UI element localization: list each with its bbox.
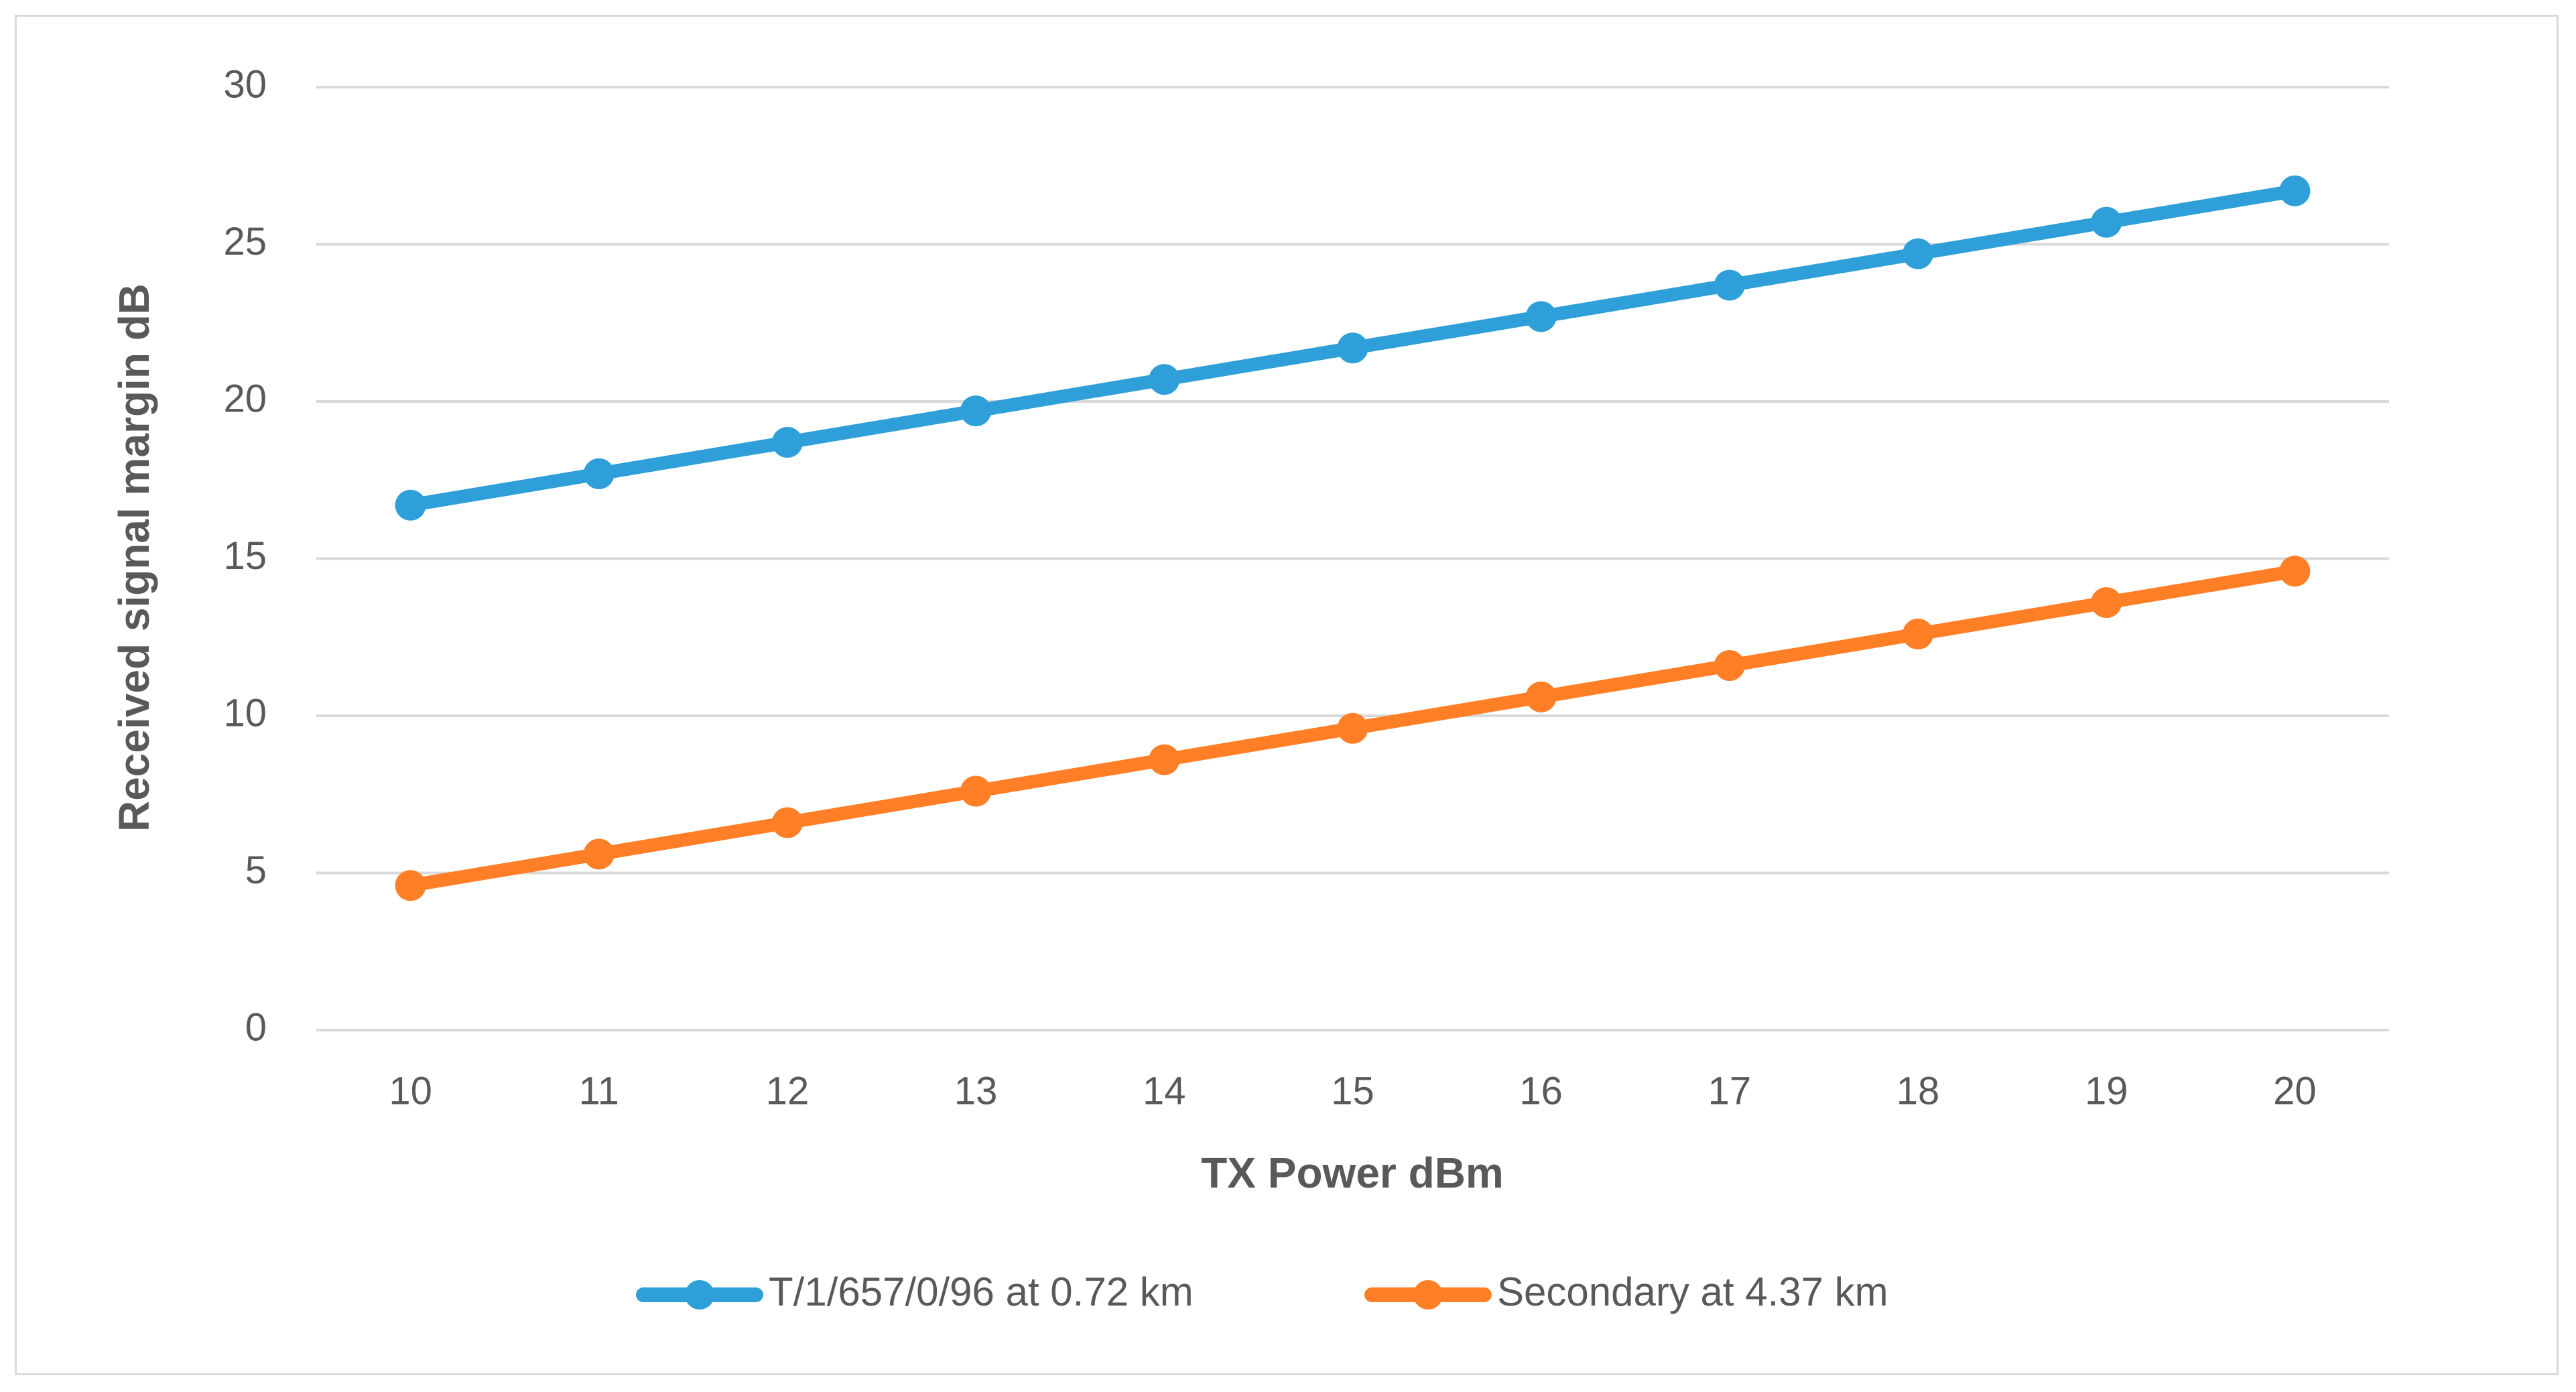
y-tick-label: 0 [245, 1005, 267, 1049]
legend-marker-series-1 [685, 1280, 714, 1310]
data-point [960, 775, 992, 807]
x-tick-label: 17 [1708, 1069, 1752, 1113]
y-axis-label: Received signal margin dB [110, 283, 158, 832]
series-1 [395, 175, 2311, 521]
data-point [1337, 332, 1368, 364]
data-point [2279, 175, 2311, 206]
y-tick-label: 5 [245, 848, 267, 892]
x-tick-label: 10 [389, 1069, 432, 1113]
chart-frame [15, 15, 2559, 1375]
legend-item-series-1: T/1/657/0/96 at 0.72 km [636, 1269, 1194, 1314]
data-point [1149, 364, 1180, 395]
data-point [395, 870, 426, 901]
legend-marker-series-2 [1413, 1280, 1443, 1310]
data-point [1149, 744, 1180, 775]
x-tick-label: 19 [2085, 1069, 2128, 1113]
data-point [1525, 681, 1557, 712]
x-tick-label: 15 [1331, 1069, 1374, 1113]
legend: T/1/657/0/96 at 0.72 km Secondary at 4.3… [636, 1269, 1888, 1314]
legend-item-series-2: Secondary at 4.37 km [1364, 1269, 1888, 1314]
y-tick-label: 30 [223, 62, 267, 106]
data-point [1525, 301, 1557, 332]
x-tick-label: 12 [766, 1069, 810, 1113]
legend-label-series-1: T/1/657/0/96 at 0.72 km [769, 1269, 1194, 1314]
data-point [1903, 619, 1934, 650]
data-point [2279, 556, 2311, 587]
x-tick-label: 20 [2273, 1069, 2317, 1113]
x-axis-label: TX Power dBm [1201, 1149, 1504, 1197]
data-point [2091, 587, 2122, 619]
x-tick-label: 11 [579, 1069, 619, 1113]
y-axis-ticks: 0 5 10 15 20 25 30 [223, 62, 267, 1049]
grid-lines [316, 86, 2389, 1031]
x-tick-label: 14 [1143, 1069, 1186, 1113]
series-group [395, 175, 2311, 901]
data-point [2091, 206, 2122, 238]
data-point [771, 807, 803, 838]
data-point [1714, 269, 1745, 301]
data-point [583, 458, 615, 489]
legend-label-series-2: Secondary at 4.37 km [1497, 1269, 1888, 1314]
x-tick-label: 18 [1896, 1069, 1940, 1113]
x-tick-label: 13 [954, 1069, 998, 1113]
series-2 [395, 556, 2311, 901]
data-point [1714, 649, 1745, 681]
data-point [583, 838, 615, 870]
data-point [395, 489, 426, 521]
data-point [1337, 712, 1368, 744]
y-tick-label: 10 [223, 691, 267, 735]
y-tick-label: 25 [223, 220, 267, 263]
y-tick-label: 20 [223, 377, 267, 420]
data-point [771, 426, 803, 458]
x-tick-label: 16 [1519, 1069, 1563, 1113]
data-point [1903, 238, 1934, 269]
data-point [960, 395, 992, 427]
y-tick-label: 15 [223, 534, 267, 578]
x-axis-ticks: 10 11 12 13 14 15 16 17 18 19 20 [389, 1069, 2316, 1113]
